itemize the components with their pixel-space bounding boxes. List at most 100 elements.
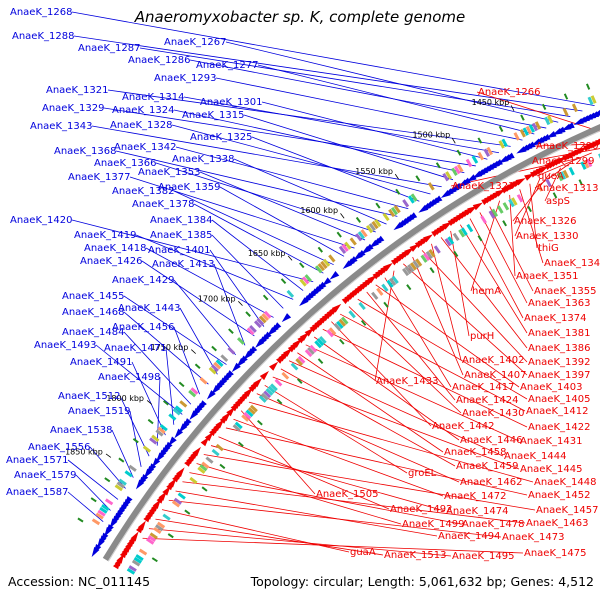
left-leader-line	[91, 125, 442, 188]
cog-box	[388, 208, 396, 218]
cog-box	[415, 258, 423, 267]
right-gene-label: AnaeK_1330	[516, 231, 578, 242]
cog-box	[338, 318, 347, 327]
left-gene-label: AnaeK_1288	[12, 31, 74, 42]
right-gene-label: AnaeK_1417	[452, 382, 514, 393]
left-gene-label: AnaeK_1338	[172, 154, 234, 165]
forward-gene-arrow	[573, 118, 584, 125]
cog-box	[199, 376, 208, 385]
left-leader-line	[129, 176, 355, 249]
cog-box	[480, 215, 487, 224]
cog-box	[423, 252, 431, 262]
right-leader-line	[142, 537, 524, 554]
tick-label: 1500 kbp	[412, 131, 450, 140]
right-leader-line	[509, 194, 516, 277]
right-gene-label: AnaeK_1444	[504, 451, 566, 462]
left-gene-label: AnaeK_1443	[118, 303, 180, 314]
right-leader-line	[374, 270, 395, 382]
left-gene-label: AnaeK_1418	[84, 243, 146, 254]
left-gene-label: AnaeK_1471	[104, 343, 166, 354]
tick-label: 1600 kbp	[300, 206, 338, 215]
left-gene-label: AnaeK_1321	[46, 85, 108, 96]
gc-dash	[383, 301, 389, 308]
cog-box	[227, 346, 236, 355]
left-leader-line	[139, 47, 571, 117]
cog-box	[519, 128, 526, 138]
left-leader-line	[251, 136, 420, 202]
right-gene-label: AnaeK_1326	[514, 216, 576, 227]
cog-box	[496, 205, 504, 214]
right-gene-label: AnaeK_1403	[520, 382, 582, 393]
tick-mark	[191, 349, 196, 354]
right-gene-label: purH	[470, 331, 494, 342]
cog-box	[236, 337, 245, 345]
right-gene-label: aspS	[546, 196, 570, 207]
cog-box	[95, 512, 104, 520]
left-leader-line	[71, 11, 595, 107]
right-leader-line	[450, 230, 470, 337]
left-gene-label: AnaeK_1342	[114, 142, 176, 153]
cog-box	[326, 329, 334, 338]
right-leader-line	[264, 384, 408, 474]
cog-box	[341, 243, 349, 252]
cog-box	[528, 124, 536, 133]
cog-box	[444, 238, 452, 247]
cog-box	[336, 320, 344, 329]
left-leader-line	[145, 247, 274, 318]
cog-box	[126, 567, 136, 575]
left-gene-label: AnaeK_1413	[152, 259, 214, 270]
cog-box	[151, 434, 160, 442]
cog-box	[360, 229, 368, 238]
gc-dash	[502, 220, 508, 227]
cog-box	[177, 492, 186, 500]
tick-label: 1550 kbp	[355, 167, 393, 176]
cog-box	[409, 262, 418, 271]
left-leader-line	[67, 491, 104, 522]
cog-box	[586, 158, 593, 168]
right-gene-label: AnaeK_1494	[438, 531, 500, 542]
cog-box	[393, 204, 401, 214]
reverse-gene-arrow	[583, 144, 594, 152]
map-title: Anaeromyxobacter sp. K, complete genome	[134, 8, 466, 26]
cog-box	[91, 518, 101, 526]
cog-box	[545, 178, 552, 188]
gc-dash	[578, 179, 583, 186]
left-leader-line	[123, 331, 192, 405]
reverse-gene-arrow	[524, 173, 535, 181]
genome-backbone	[102, 124, 600, 562]
cog-box	[338, 245, 347, 254]
cog-box	[525, 125, 532, 135]
cog-box	[465, 158, 473, 168]
cog-box	[445, 171, 452, 180]
right-gene-label: AnaeK_1462	[460, 477, 522, 488]
cog-box	[425, 250, 433, 260]
gc-dash	[520, 114, 525, 121]
cog-box	[304, 349, 313, 358]
gc-dash	[90, 497, 97, 503]
gc-dash	[262, 294, 269, 301]
forward-gene-arrow	[342, 260, 353, 269]
left-gene-label: AnaeK_1368	[54, 146, 116, 157]
left-leader-line	[173, 109, 465, 174]
gc-dash	[477, 235, 483, 242]
right-gene-label: AnaeK_1458	[444, 447, 506, 458]
cog-box	[104, 498, 114, 506]
tick-label: 1800 kbp	[106, 394, 144, 403]
gc-dash	[237, 441, 244, 448]
right-gene-label: AnaeK_1430	[462, 408, 524, 419]
right-leader-line	[440, 237, 528, 349]
cog-box	[261, 313, 270, 321]
cog-box	[402, 199, 410, 208]
reverse-gene-arrow	[390, 257, 401, 266]
left-gene-label: AnaeK_1267	[164, 37, 226, 48]
reverse-gene-arrow	[447, 218, 458, 226]
left-leader-line	[211, 234, 284, 309]
cog-box	[190, 387, 199, 395]
cog-box	[149, 532, 158, 540]
right-leader-line	[288, 360, 504, 457]
cog-box	[328, 254, 336, 263]
gc-dash	[211, 345, 217, 352]
right-gene-label: AnaeK_1473	[502, 532, 564, 543]
reverse-gene-arrow	[113, 559, 121, 570]
